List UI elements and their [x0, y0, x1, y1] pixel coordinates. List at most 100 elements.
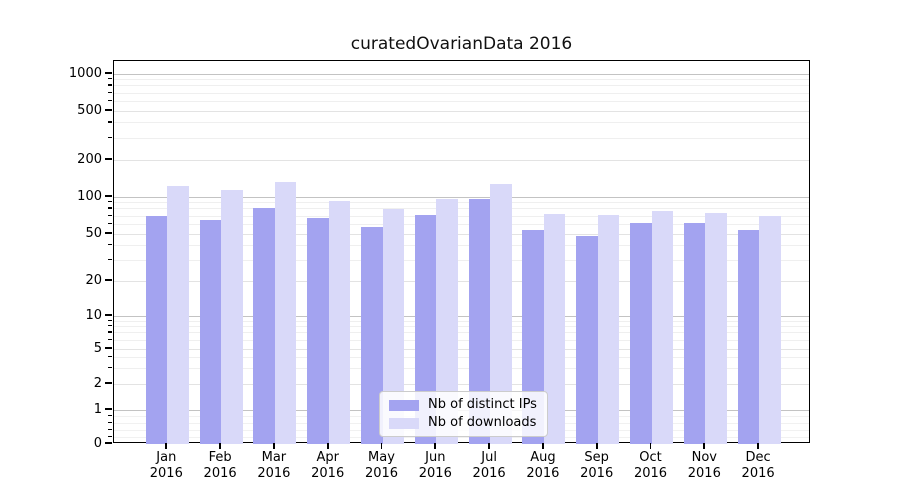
y-tick-label-5: 5 [93, 340, 102, 356]
gridline-40 [114, 244, 809, 246]
y-minor-tick-4 [108, 356, 112, 358]
x-tick-dec [757, 443, 759, 449]
bar-downloads-dec [759, 216, 781, 444]
gridline-3 [114, 368, 809, 369]
bar-ips-nov [683, 222, 706, 444]
x-tick-jan [165, 443, 168, 449]
chart-title: curatedOvarianData 2016 [350, 34, 573, 54]
legend-swatch-downloads [389, 417, 419, 429]
legend-swatch-distinct-ips [389, 399, 419, 411]
x-tick-oct [649, 443, 652, 449]
bar-downloads-mar [274, 181, 297, 444]
gridline-6 [114, 339, 809, 341]
x-tick-nov [703, 443, 706, 449]
y-tick-label-100: 100 [77, 188, 102, 204]
y-tick-100 [105, 195, 112, 197]
gridline-500 [114, 110, 809, 112]
y-tick-10 [105, 314, 112, 316]
gridline-7 [114, 332, 809, 334]
y-minor-tick-800 [108, 84, 112, 86]
y-minor-tick-600 [108, 99, 112, 101]
x-tick-jul [488, 443, 490, 449]
bar-ips-may [361, 227, 383, 444]
y-minor-tick-40 [108, 243, 112, 246]
y-tick-label-1: 1 [93, 401, 102, 417]
bar-downloads-nov [705, 213, 727, 444]
gridline-30 [114, 259, 809, 261]
y-minor-tick-700 [108, 91, 112, 93]
legend: Nb of distinct IPs Nb of downloads [379, 391, 548, 437]
gridline-200 [114, 159, 809, 161]
y-tick-0 [105, 442, 112, 444]
y-tick-1 [105, 408, 112, 410]
y-minor-tick-400 [108, 121, 112, 123]
y-minor-tick-30 [108, 258, 112, 260]
y-tick-label-2: 2 [93, 375, 102, 391]
bar-ips-aug [522, 229, 544, 444]
gridline-60 [114, 223, 809, 225]
gridline-100 [114, 196, 809, 198]
gridline-80 [114, 208, 809, 210]
y-minor-tick-8 [108, 325, 112, 327]
y-tick-label-20: 20 [85, 272, 102, 288]
y-tick-label-500: 500 [77, 102, 102, 118]
bar-ips-jan [145, 216, 168, 444]
bar-ips-mar [253, 208, 275, 444]
gridline-70 [114, 215, 809, 217]
x-tick-label-apr: Apr 2016 [311, 450, 345, 481]
x-tick-aug [542, 443, 544, 449]
bar-ips-oct [630, 223, 652, 444]
y-tick-5 [105, 347, 112, 349]
y-minor-tick-80 [108, 207, 112, 209]
x-tick-feb [219, 443, 221, 449]
y-tick-2 [105, 382, 112, 384]
bar-downloads-aug [543, 213, 566, 444]
y-minor-tick-7 [108, 331, 112, 333]
gridline-0.2 [114, 436, 809, 438]
gridline-5 [114, 348, 809, 350]
x-tick-label-mar: Mar 2016 [257, 450, 291, 481]
bar-ips-feb [199, 219, 222, 444]
x-tick-apr [326, 443, 329, 449]
gridline-1000 [114, 73, 809, 75]
y-minor-tick-0.2 [108, 435, 112, 437]
bar-downloads-may [382, 208, 404, 444]
gridline-50 [114, 233, 809, 235]
y-minor-tick-70 [108, 214, 112, 216]
bar-downloads-sep [597, 214, 620, 444]
y-tick-50 [105, 232, 112, 234]
y-minor-tick-60 [108, 222, 112, 224]
gridline-700 [114, 92, 809, 94]
y-tick-label-200: 200 [77, 151, 102, 167]
bar-downloads-jan [167, 186, 189, 444]
x-tick-label-dec: Dec 2016 [741, 450, 775, 481]
y-tick-200 [105, 158, 112, 160]
bar-downloads-oct [651, 210, 673, 444]
legend-label-downloads: Nb of downloads [428, 415, 537, 430]
gridline-900 [114, 79, 809, 81]
x-tick-sep [595, 443, 598, 449]
y-minor-tick-3 [108, 367, 112, 369]
gridline-4 [114, 357, 809, 359]
x-tick-label-sep: Sep 2016 [580, 450, 614, 481]
y-minor-tick-900 [108, 78, 112, 80]
x-tick-label-nov: Nov 2016 [687, 450, 721, 481]
legend-item-distinct-ips: Nb of distinct IPs [389, 398, 537, 412]
gridline-2 [114, 383, 809, 385]
gridline-400 [114, 122, 809, 124]
bar-downloads-feb [221, 189, 243, 444]
plot-area [113, 60, 810, 444]
x-tick-label-jun: Jun 2016 [418, 450, 452, 481]
y-minor-tick-6 [108, 338, 112, 340]
x-tick-label-oct: Oct 2016 [633, 450, 668, 481]
y-tick-label-50: 50 [85, 225, 102, 241]
bar-downloads-apr [328, 200, 351, 444]
x-tick-label-jul: Jul 2016 [472, 450, 506, 481]
gridline-90 [114, 202, 809, 204]
bar-ips-apr [307, 218, 329, 444]
bar-ips-jul [468, 198, 491, 444]
x-tick-may [380, 443, 383, 449]
y-minor-tick-0.4 [108, 428, 112, 431]
bar-downloads-jul [490, 184, 512, 444]
gridline-8 [114, 326, 809, 328]
